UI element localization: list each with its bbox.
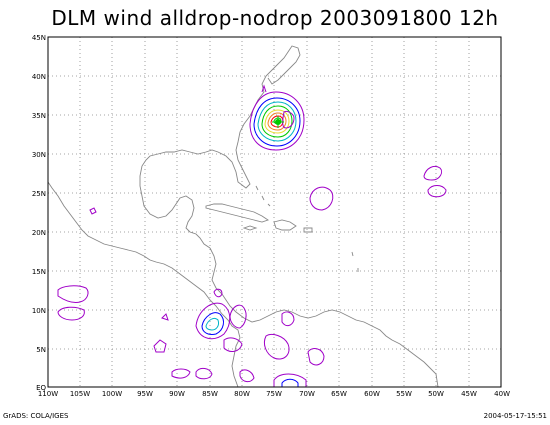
y-label: 40N [32, 73, 46, 81]
x-label: 80W [234, 390, 250, 398]
y-label: 15N [32, 268, 46, 276]
x-label: 45W [461, 390, 477, 398]
contours [57, 84, 447, 388]
y-label: 25N [32, 190, 46, 198]
x-label: 70W [299, 390, 315, 398]
hurricane-center-marker [272, 116, 284, 128]
x-label: 110W [38, 390, 58, 398]
x-label: 60W [364, 390, 380, 398]
footer-timestamp: 2004-05-17-15:51 [483, 412, 547, 420]
map-title: DLM wind alldrop-nodrop 2003091800 12h [51, 6, 499, 30]
x-label: 65W [331, 390, 347, 398]
y-label: 30N [32, 151, 46, 159]
x-label: 100W [102, 390, 122, 398]
x-label: 40W [494, 390, 510, 398]
x-label: 50W [428, 390, 444, 398]
x-label: 90W [169, 390, 185, 398]
footer-credit: GrADS: COLA/IGES [3, 412, 69, 420]
x-axis-labels: 110W 105W 100W 95W 90W 85W 80W 75W 70W 6… [38, 390, 510, 398]
coastlines [47, 45, 439, 388]
x-label: 95W [137, 390, 153, 398]
x-label: 105W [70, 390, 90, 398]
x-label: 85W [202, 390, 218, 398]
plot-frame [47, 36, 502, 388]
y-label: 45N [32, 34, 46, 42]
y-label: EQ [36, 384, 46, 392]
y-label: 5N [36, 346, 46, 354]
y-label: 20N [32, 229, 46, 237]
x-label: 55W [396, 390, 412, 398]
y-label: 35N [32, 112, 46, 120]
y-label: 10N [32, 307, 46, 315]
x-label: 75W [266, 390, 282, 398]
y-axis-labels: 45N 40N 35N 30N 25N 20N 15N 10N 5N EQ [32, 34, 47, 392]
